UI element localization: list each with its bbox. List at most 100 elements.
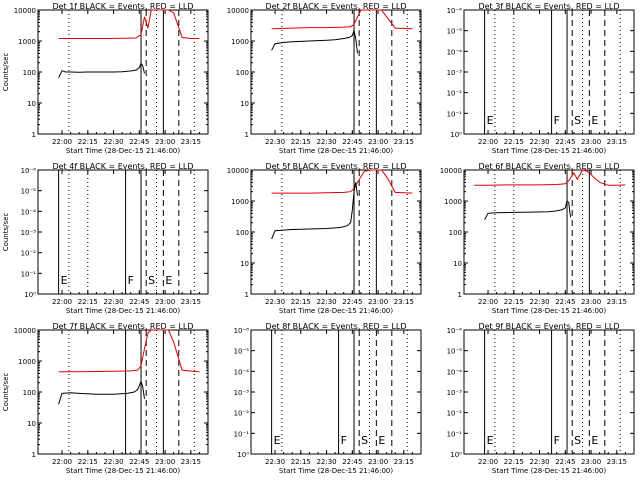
- y-tick-label: 10⁻²: [447, 410, 463, 418]
- panel-det-9: Det 9f BLACK = Events, RED = LLD 10⁰ 10⁻¹ 1…: [447, 322, 635, 475]
- y-tick-label: 100: [23, 389, 36, 397]
- marker-label: F: [554, 434, 560, 447]
- y-tick-label: 1000: [231, 38, 249, 46]
- y-tick-label: 10⁻⁴: [21, 208, 37, 216]
- x-axis-label: Start Time (28-Dec-15 21:46:00): [66, 147, 180, 155]
- x-axis-label: Start Time (28-Dec-15 21:46:00): [279, 147, 393, 155]
- panel-det-6: Det 6f BLACK = Events, RED = LLD 1 10 100 10…: [440, 162, 635, 315]
- y-tick-label: 10000: [14, 327, 36, 335]
- x-tick-label: 22:00: [52, 458, 72, 466]
- x-axis-label: Start Time (28-Dec-15 21:46:00): [279, 307, 393, 315]
- x-axis-label: Start Time (28-Dec-15 21:46:00): [66, 467, 180, 475]
- panel-title: Det 7f BLACK = Events, RED = LLD: [52, 322, 193, 331]
- y-tick-label: 10⁻⁶: [447, 327, 463, 335]
- x-tick-label: 22:15: [78, 458, 98, 466]
- marker-label: E: [591, 434, 598, 447]
- y-tick-label: 10⁻⁵: [447, 348, 463, 356]
- y-tick-label: 10⁻²: [21, 250, 37, 258]
- y-axis-label: Counts/sec: [2, 213, 10, 252]
- y-tick-label: 100: [236, 69, 249, 77]
- x-tick-label: 22:15: [504, 458, 524, 466]
- x-tick-label: 22:45: [342, 138, 362, 146]
- x-tick-label: 23:00: [581, 298, 601, 306]
- x-tick-label: 22:30: [529, 458, 549, 466]
- y-tick-label: 10⁻⁴: [447, 48, 463, 56]
- y-tick-label: 1: [245, 291, 249, 299]
- x-tick-label: 23:15: [181, 298, 201, 306]
- marker-label: E: [487, 114, 494, 127]
- y-tick-label: 10⁻³: [447, 69, 463, 77]
- panel-title: Det 3f BLACK = Events, RED = LLD: [478, 2, 619, 11]
- panel-det-4: Det 4f BLACK = Events, RED = LLD 10⁰ 10⁻¹ 1…: [2, 162, 209, 315]
- x-tick-label: 23:15: [181, 458, 201, 466]
- x-tick-label: 23:00: [155, 458, 175, 466]
- marker-label: S: [148, 274, 155, 287]
- x-tick-label: 22:30: [529, 138, 549, 146]
- x-tick-label: 22:30: [316, 458, 336, 466]
- y-tick-label: 10000: [14, 7, 36, 15]
- y-tick-label: 1000: [18, 358, 36, 366]
- marker-label: F: [128, 274, 134, 287]
- y-tick-label: 100: [449, 229, 462, 237]
- x-tick-label: 22:00: [478, 138, 498, 146]
- y-tick-label: 1: [32, 131, 36, 139]
- y-tick-label: 10⁻²: [447, 90, 463, 98]
- y-tick-label: 10⁻³: [21, 229, 37, 237]
- x-tick-label: 22:30: [316, 138, 336, 146]
- y-tick-label: 10⁰: [450, 451, 462, 459]
- x-tick-label: 22:45: [555, 138, 575, 146]
- x-tick-label: 23:00: [368, 298, 388, 306]
- series-lld-line: [474, 169, 626, 186]
- y-tick-label: 10⁻¹: [447, 430, 463, 438]
- y-tick-label: 10⁻⁶: [447, 7, 463, 15]
- panel-title: Det 2f BLACK = Events, RED = LLD: [265, 2, 406, 11]
- x-axis-label: Start Time (28-Dec-15 21:46:00): [492, 307, 606, 315]
- y-tick-label: 10⁻¹: [21, 270, 37, 278]
- y-axis-label: Counts/sec: [2, 53, 10, 92]
- x-tick-label: 22:15: [78, 138, 98, 146]
- x-tick-label: 22:00: [52, 138, 72, 146]
- series-lld-line: [58, 329, 200, 373]
- x-tick-label: 22:30: [103, 298, 123, 306]
- x-axis-label: Start Time (28-Dec-15 21:46:00): [492, 467, 606, 475]
- x-tick-label: 22:45: [555, 458, 575, 466]
- marker-label: S: [361, 434, 368, 447]
- series-events-line: [484, 200, 571, 220]
- x-tick-label: 22:00: [478, 298, 498, 306]
- series-events-line: [271, 28, 358, 54]
- y-tick-label: 10⁻⁵: [234, 348, 250, 356]
- x-tick-label: 22:00: [478, 458, 498, 466]
- marker-label: E: [165, 274, 172, 287]
- x-tick-label: 23:15: [394, 138, 414, 146]
- x-tick-label: 22:30: [103, 458, 123, 466]
- panel-det-2: Det 2f BLACK = Events, RED = LLD 1 10 100 10…: [227, 2, 422, 155]
- x-tick-label: 22:15: [291, 298, 311, 306]
- x-tick-label: 22:45: [129, 298, 149, 306]
- y-tick-label: 100: [236, 229, 249, 237]
- y-tick-label: 1000: [231, 198, 249, 206]
- x-tick-label: 22:30: [265, 138, 285, 146]
- x-tick-label: 22:30: [103, 138, 123, 146]
- x-tick-label: 22:00: [52, 298, 72, 306]
- y-tick-label: 10000: [440, 167, 462, 175]
- panel-title: Det 5f BLACK = Events, RED = LLD: [265, 162, 406, 171]
- panel-title: Det 6f BLACK = Events, RED = LLD: [478, 162, 619, 171]
- y-tick-label: 10⁰: [237, 451, 249, 459]
- y-tick-label: 1000: [18, 38, 36, 46]
- marker-label: E: [487, 434, 494, 447]
- x-axis-label: Start Time (28-Dec-15 21:46:00): [66, 307, 180, 315]
- x-tick-label: 23:15: [181, 138, 201, 146]
- x-axis-label: Start Time (28-Dec-15 21:46:00): [279, 467, 393, 475]
- y-tick-label: 10⁻⁶: [21, 167, 37, 175]
- x-tick-label: 23:15: [607, 138, 627, 146]
- panel-title: Det 1f BLACK = Events, RED = LLD: [52, 2, 193, 11]
- x-tick-label: 22:15: [504, 298, 524, 306]
- x-tick-label: 22:45: [129, 458, 149, 466]
- panel-det-5: Det 5f BLACK = Events, RED = LLD 1 10 100 10…: [227, 162, 422, 315]
- x-tick-label: 23:15: [607, 458, 627, 466]
- series-lld-line: [58, 9, 200, 39]
- series-events-line: [58, 62, 145, 79]
- x-tick-label: 23:15: [607, 298, 627, 306]
- y-tick-label: 10000: [227, 167, 249, 175]
